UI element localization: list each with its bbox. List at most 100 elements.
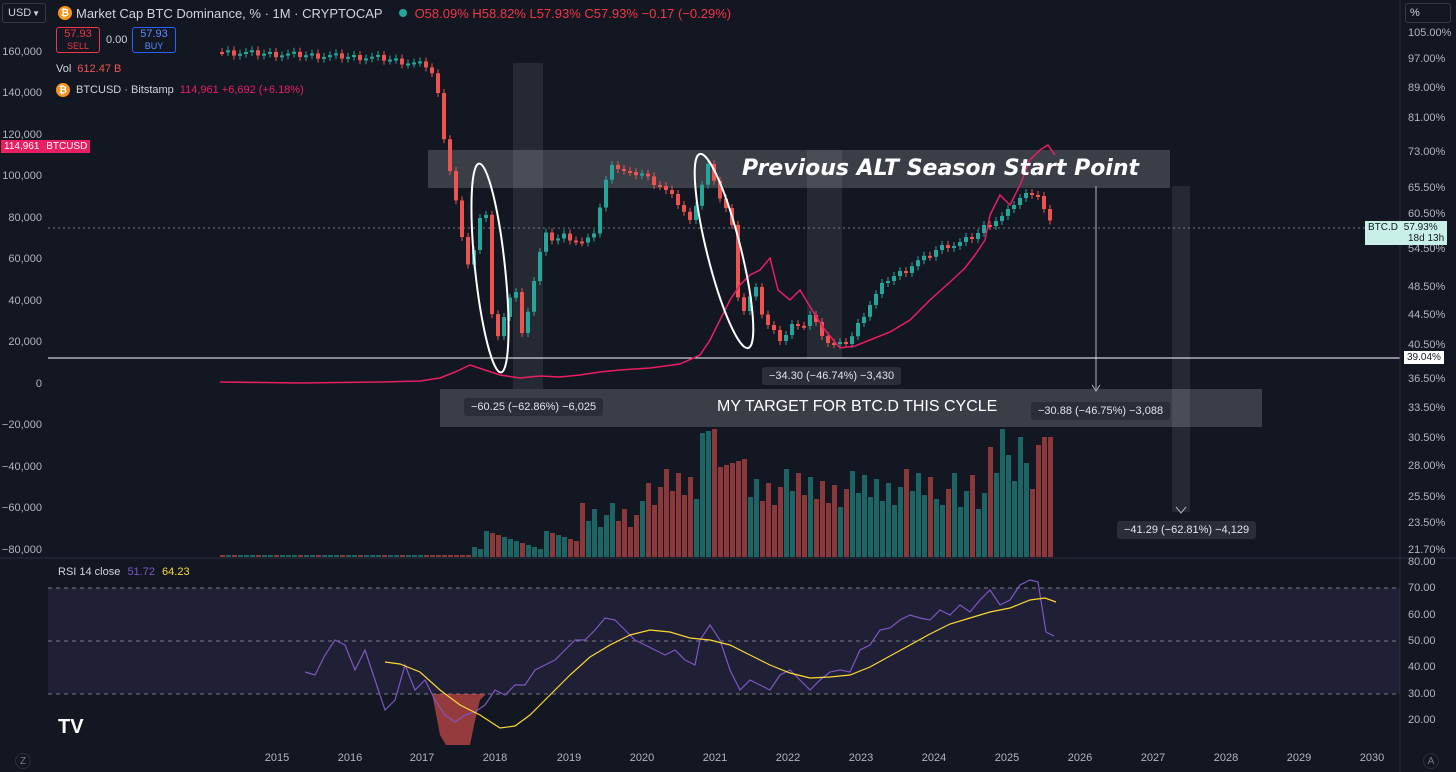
volume-bar xyxy=(670,491,675,557)
rsi-legend[interactable]: RSI 14 close 51.72 64.23 xyxy=(58,566,190,578)
scale-mode-label: % xyxy=(1410,7,1420,19)
rsi-ma-line[interactable] xyxy=(384,597,1057,729)
highlight-ellipse-2[interactable] xyxy=(683,150,764,352)
candle-body xyxy=(652,176,656,185)
right-axis-label: 73.00% xyxy=(1408,146,1446,158)
candle-body xyxy=(256,50,260,56)
volume-bar xyxy=(586,521,591,557)
measure-zone-2[interactable] xyxy=(807,150,842,359)
measure-zone-1[interactable] xyxy=(513,63,543,389)
volume-bar xyxy=(484,531,489,557)
right-axis-label: 105.00% xyxy=(1408,27,1452,39)
volume-bar xyxy=(766,483,771,557)
volume-legend[interactable]: Vol 612.47 B xyxy=(56,63,121,75)
candle-body xyxy=(640,173,644,176)
candle-body xyxy=(892,276,896,281)
volume-bar xyxy=(262,555,267,557)
btcusd-legend[interactable]: ₿ BTCUSD · Bitstamp 114,961 +6,692 (+6.1… xyxy=(56,83,304,97)
volume-bar xyxy=(520,543,525,557)
buy-label: BUY xyxy=(144,41,164,51)
left-axis-label: 60,000 xyxy=(8,253,42,265)
btcd-tag-name: BTC.D xyxy=(1368,222,1398,233)
volume-bar xyxy=(778,487,783,557)
buy-button[interactable]: 57.93 BUY xyxy=(132,27,176,53)
candle-body xyxy=(748,296,752,311)
volume-bar xyxy=(316,555,321,557)
volume-bar xyxy=(706,431,711,557)
candle-body xyxy=(634,172,638,176)
auto-scale-button[interactable]: A xyxy=(1423,753,1439,769)
volume-bar xyxy=(478,549,483,557)
candle-body xyxy=(574,240,578,243)
volume-bar xyxy=(760,501,765,557)
volume-bar xyxy=(1042,437,1047,557)
candle-body xyxy=(250,50,254,53)
volume-bar xyxy=(868,497,873,557)
candle-body xyxy=(826,336,830,343)
volume-bar xyxy=(820,481,825,557)
volume-bar xyxy=(664,469,669,557)
sell-button[interactable]: 57.93 SELL xyxy=(56,27,100,53)
volume-bars xyxy=(220,429,1053,557)
candle-body xyxy=(466,237,470,265)
candle-body xyxy=(982,225,986,233)
candle-body xyxy=(880,283,884,294)
highlight-ellipse-1[interactable] xyxy=(464,162,516,374)
right-axis-label: 65.50% xyxy=(1408,182,1446,194)
candle-body xyxy=(922,255,926,261)
rsi-axis-label: 30.00 xyxy=(1408,688,1436,700)
symbol-title[interactable]: Market Cap BTC Dominance, % · 1M · CRYPT… xyxy=(76,5,383,21)
zoom-reset-button[interactable]: Z xyxy=(15,753,31,769)
candle-body xyxy=(712,164,716,181)
rsi-line[interactable] xyxy=(304,579,1055,723)
tradingview-logo[interactable]: TV xyxy=(58,716,84,738)
volume-bar xyxy=(772,505,777,557)
measure-zone-4[interactable] xyxy=(1172,186,1190,512)
candle-body xyxy=(802,325,806,328)
candle-body xyxy=(310,53,314,56)
alt-season-zone[interactable] xyxy=(428,150,1170,188)
volume-bar xyxy=(274,555,279,557)
volume-bar xyxy=(784,469,789,557)
candle-body xyxy=(412,62,416,65)
right-axis-label: 25.50% xyxy=(1408,491,1446,503)
volume-bar xyxy=(1018,437,1023,557)
bitcoin-icon: ₿ xyxy=(56,83,70,97)
candle-body xyxy=(586,237,590,243)
candle-body xyxy=(376,54,380,57)
left-axis-label: 140,000 xyxy=(2,87,42,99)
candle-body xyxy=(244,52,248,55)
candle-body xyxy=(328,55,332,58)
volume-bar xyxy=(280,555,285,557)
btc-dominance-candles[interactable] xyxy=(220,46,1052,348)
left-axis-label: 80,000 xyxy=(8,212,42,224)
right-axis-label: 44.50% xyxy=(1408,309,1446,321)
volume-bar xyxy=(466,555,471,557)
volume-bar xyxy=(676,473,681,557)
volume-value: 612.47 B xyxy=(77,63,122,75)
target-annotation[interactable]: MY TARGET FOR BTC.D THIS CYCLE xyxy=(717,398,998,415)
candle-body xyxy=(994,221,998,226)
btcusd-line[interactable] xyxy=(219,143,1056,384)
candle-body xyxy=(316,53,320,59)
candle-body xyxy=(406,63,410,66)
candle-body xyxy=(676,194,680,205)
volume-bar xyxy=(982,493,987,557)
currency-selector[interactable]: USD ▼ xyxy=(2,3,46,23)
candle-body xyxy=(478,218,482,250)
volume-bar xyxy=(424,555,429,557)
alt-season-annotation[interactable]: Previous ALT Season Start Point xyxy=(742,156,1140,181)
volume-bar xyxy=(658,487,663,557)
volume-bar xyxy=(736,461,741,557)
volume-bar xyxy=(622,509,627,557)
candle-body xyxy=(964,237,968,242)
scale-mode-button[interactable]: % xyxy=(1405,3,1451,23)
candle-body xyxy=(1030,193,1034,195)
volume-bar xyxy=(844,489,849,557)
rsi-axis-label: 20.00 xyxy=(1408,714,1436,726)
candle-body xyxy=(778,330,782,341)
volume-bar xyxy=(718,467,723,557)
candle-body xyxy=(622,169,626,171)
btcd-tag-value: 57.93% xyxy=(1403,222,1438,233)
